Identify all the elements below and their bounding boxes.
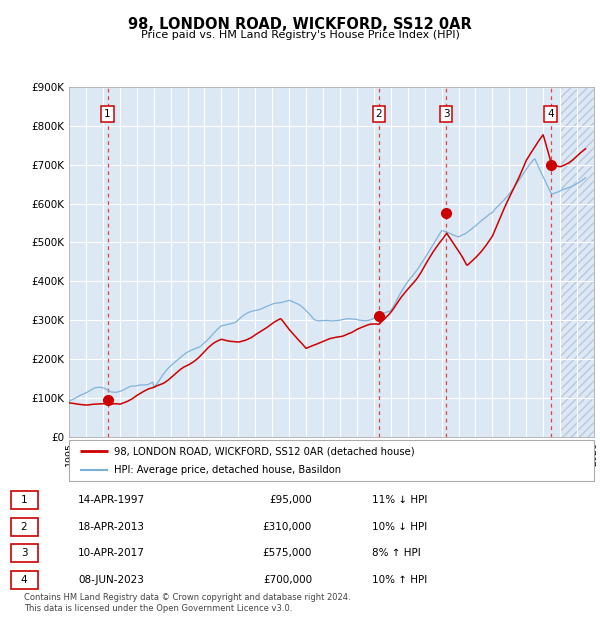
- Text: 2: 2: [20, 521, 28, 532]
- Text: 8% ↑ HPI: 8% ↑ HPI: [372, 548, 421, 559]
- Text: 10-APR-2017: 10-APR-2017: [78, 548, 145, 559]
- Text: 11% ↓ HPI: 11% ↓ HPI: [372, 495, 427, 505]
- Text: £700,000: £700,000: [263, 575, 312, 585]
- Text: 3: 3: [20, 548, 28, 559]
- Text: 1: 1: [104, 109, 111, 119]
- Text: 1: 1: [20, 495, 28, 505]
- Text: HPI: Average price, detached house, Basildon: HPI: Average price, detached house, Basi…: [113, 464, 341, 475]
- Text: 18-APR-2013: 18-APR-2013: [78, 521, 145, 532]
- Text: 10% ↑ HPI: 10% ↑ HPI: [372, 575, 427, 585]
- FancyBboxPatch shape: [11, 491, 37, 509]
- Text: 4: 4: [20, 575, 28, 585]
- Text: 3: 3: [443, 109, 449, 119]
- FancyBboxPatch shape: [11, 518, 37, 536]
- FancyBboxPatch shape: [11, 544, 37, 562]
- Text: Price paid vs. HM Land Registry's House Price Index (HPI): Price paid vs. HM Land Registry's House …: [140, 30, 460, 40]
- Text: 10% ↓ HPI: 10% ↓ HPI: [372, 521, 427, 532]
- FancyBboxPatch shape: [11, 571, 37, 589]
- Text: 2: 2: [376, 109, 382, 119]
- Text: £310,000: £310,000: [263, 521, 312, 532]
- Text: £575,000: £575,000: [263, 548, 312, 559]
- FancyBboxPatch shape: [69, 440, 594, 480]
- Text: 4: 4: [547, 109, 554, 119]
- Bar: [560, 87, 594, 437]
- Text: 08-JUN-2023: 08-JUN-2023: [78, 575, 144, 585]
- Text: 98, LONDON ROAD, WICKFORD, SS12 0AR (detached house): 98, LONDON ROAD, WICKFORD, SS12 0AR (det…: [113, 446, 414, 456]
- Text: 14-APR-1997: 14-APR-1997: [78, 495, 145, 505]
- Text: Contains HM Land Registry data © Crown copyright and database right 2024.
This d: Contains HM Land Registry data © Crown c…: [24, 593, 350, 613]
- Bar: [560, 87, 594, 437]
- Text: £95,000: £95,000: [269, 495, 312, 505]
- Text: 98, LONDON ROAD, WICKFORD, SS12 0AR: 98, LONDON ROAD, WICKFORD, SS12 0AR: [128, 17, 472, 32]
